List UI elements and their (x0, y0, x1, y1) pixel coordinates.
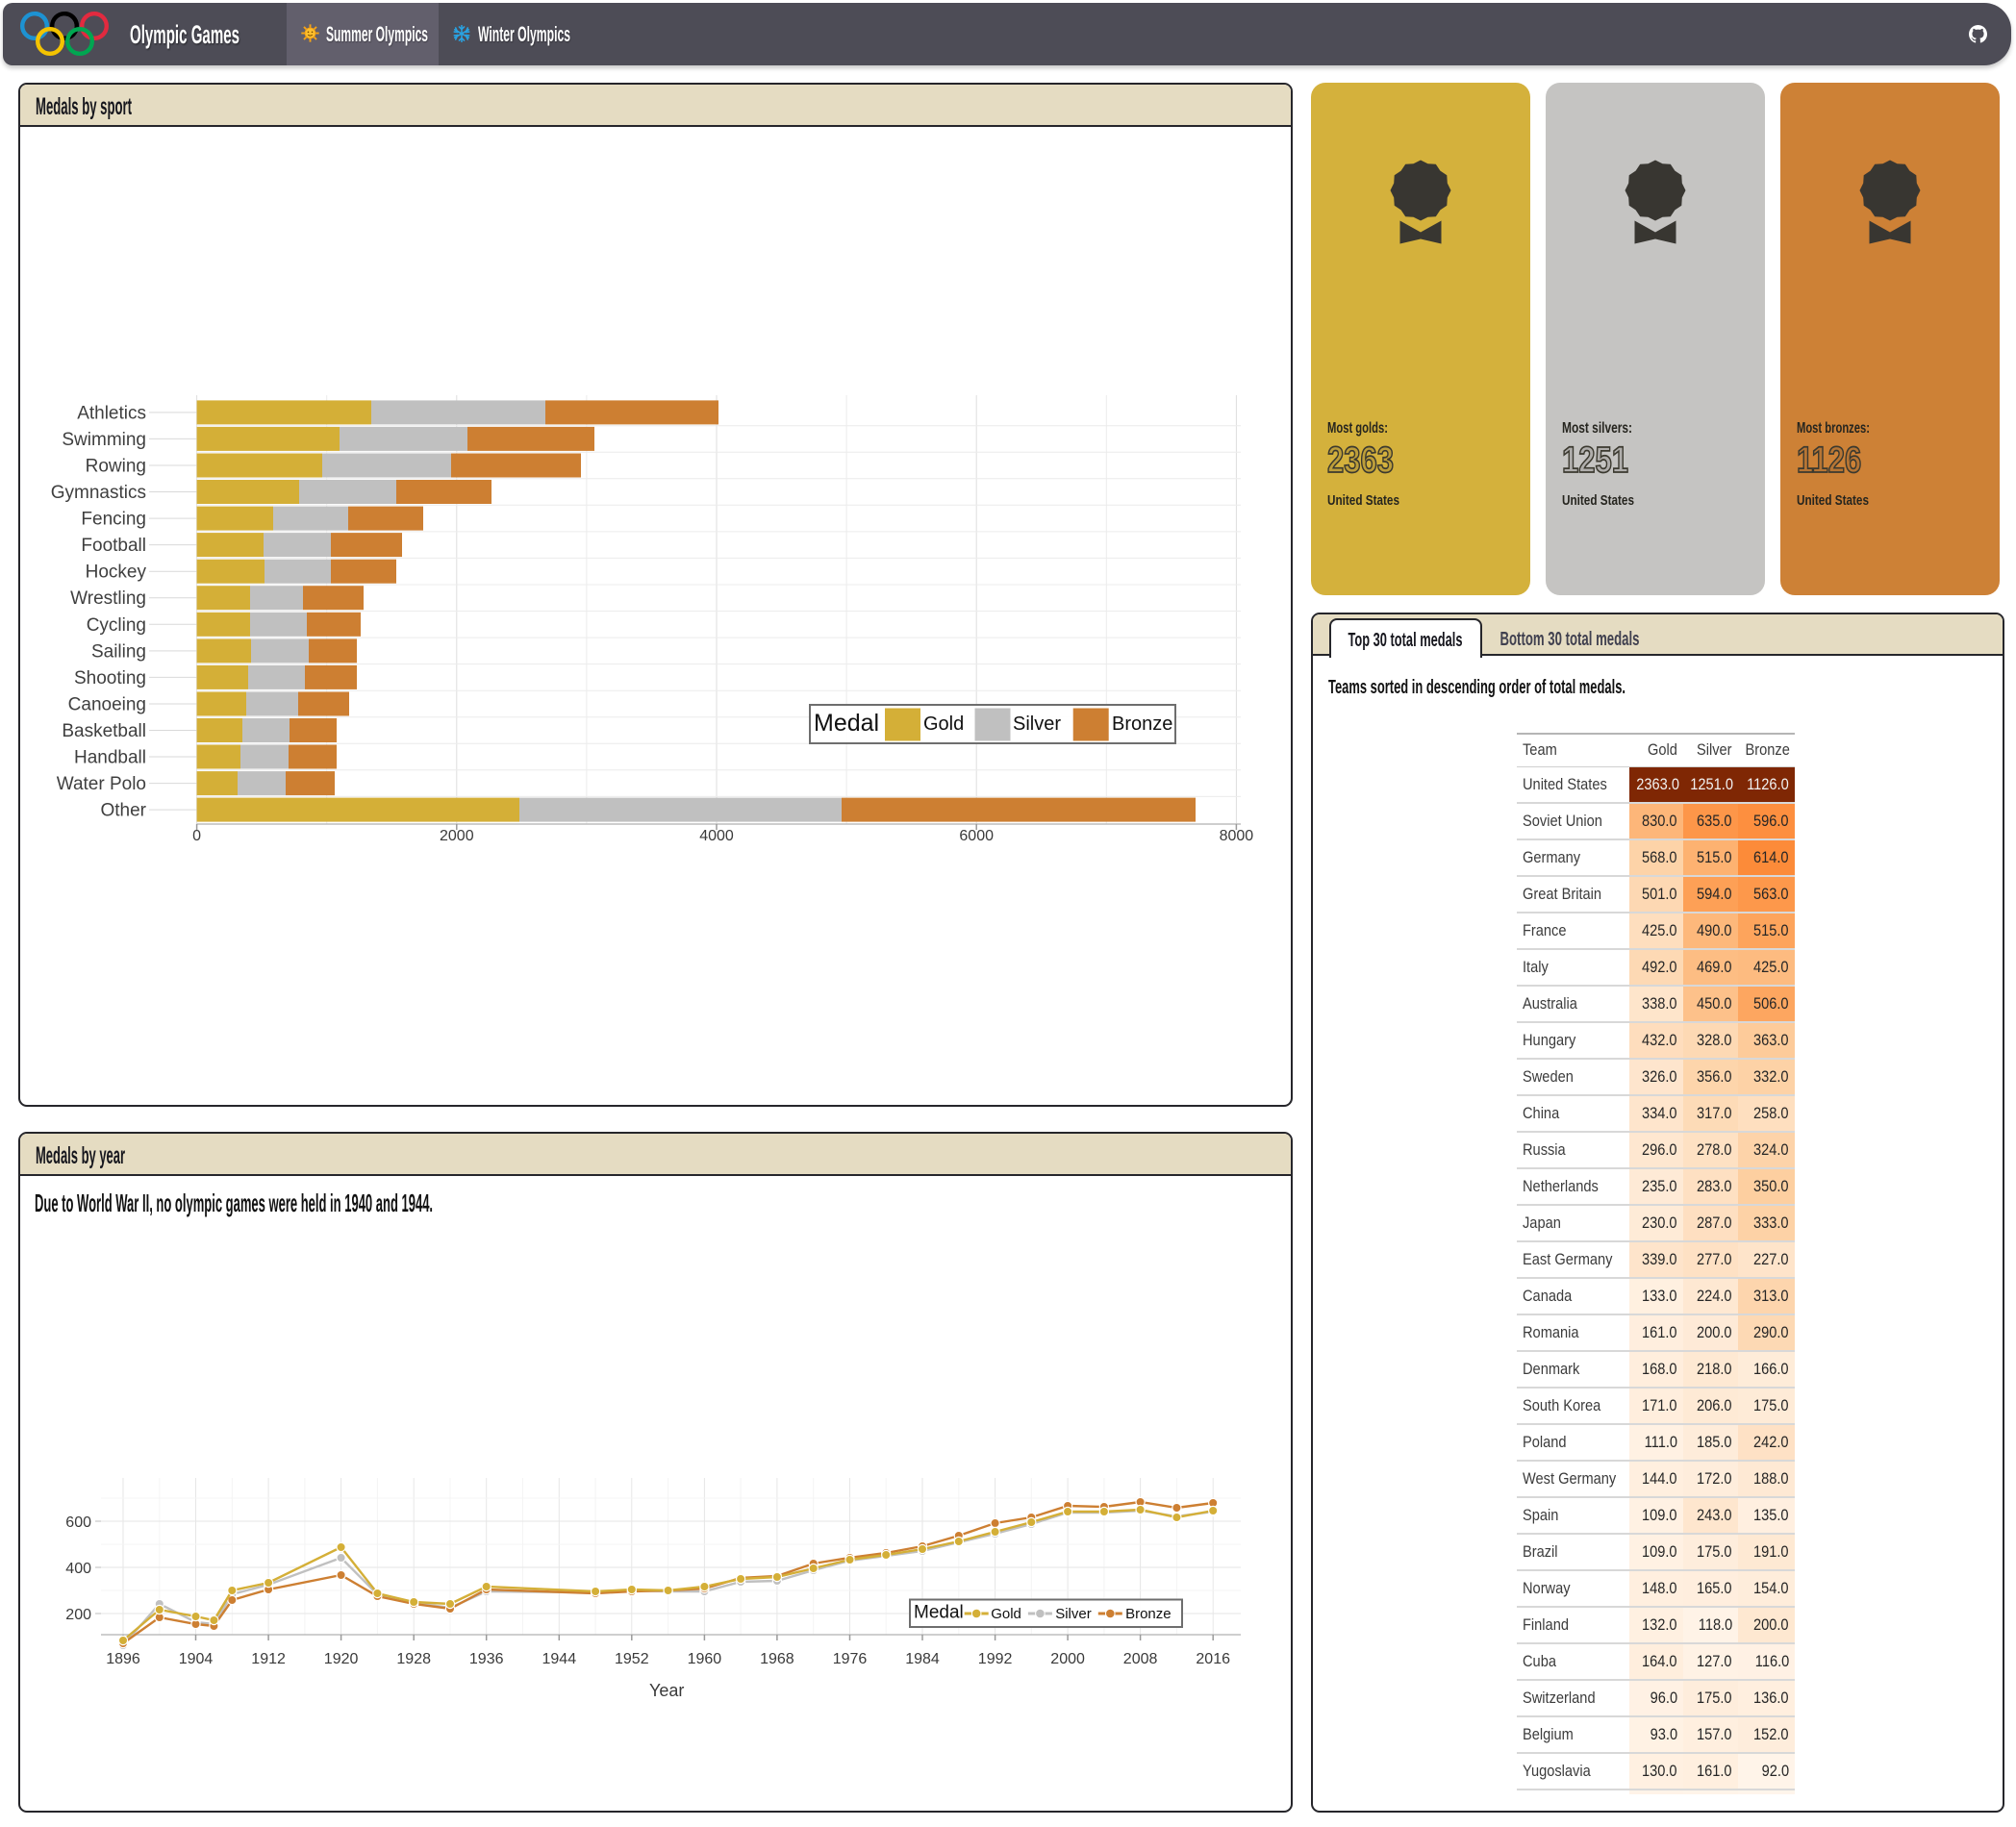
svg-text:1960: 1960 (688, 1651, 722, 1667)
svg-text:0: 0 (192, 828, 201, 844)
svg-text:4000: 4000 (699, 828, 734, 844)
svg-text:Football: Football (81, 536, 146, 556)
svg-text:1896: 1896 (106, 1651, 140, 1667)
svg-text:8000: 8000 (1220, 828, 1254, 844)
svg-text:200: 200 (65, 1607, 91, 1623)
svg-text:Fencing: Fencing (81, 510, 146, 530)
svg-text:Bronze: Bronze (1112, 713, 1172, 735)
svg-text:Canoeing: Canoeing (68, 695, 146, 715)
svg-text:Wrestling: Wrestling (70, 588, 146, 609)
svg-text:1984: 1984 (905, 1651, 940, 1667)
svg-text:1912: 1912 (251, 1651, 286, 1667)
svg-text:Shooting: Shooting (74, 668, 146, 688)
svg-text:600: 600 (65, 1514, 91, 1531)
svg-text:Athletics: Athletics (77, 403, 146, 423)
svg-text:2000: 2000 (1050, 1651, 1085, 1667)
svg-text:Swimming: Swimming (62, 430, 146, 450)
svg-text:2016: 2016 (1196, 1651, 1230, 1667)
svg-text:400: 400 (65, 1561, 91, 1577)
svg-text:1976: 1976 (833, 1651, 868, 1667)
svg-text:Rowing: Rowing (86, 457, 146, 477)
svg-text:1904: 1904 (179, 1651, 214, 1667)
svg-text:Basketball: Basketball (62, 721, 146, 741)
svg-text:Gymnastics: Gymnastics (51, 483, 146, 503)
svg-text:Handball: Handball (74, 748, 146, 768)
svg-text:Gold: Gold (923, 713, 964, 735)
svg-text:Silver: Silver (1013, 713, 1061, 735)
svg-text:1928: 1928 (396, 1651, 431, 1667)
svg-text:Silver: Silver (1055, 1606, 1092, 1622)
svg-text:Other: Other (100, 801, 146, 821)
svg-text:Medal: Medal (914, 1603, 964, 1623)
svg-text:Medal: Medal (814, 710, 879, 737)
svg-text:1920: 1920 (324, 1651, 359, 1667)
svg-text:Sailing: Sailing (91, 641, 146, 662)
svg-text:1968: 1968 (760, 1651, 794, 1667)
svg-text:2000: 2000 (440, 828, 474, 844)
svg-text:Gold: Gold (991, 1606, 1021, 1622)
svg-text:Hockey: Hockey (86, 563, 147, 583)
svg-text:Bronze: Bronze (1125, 1606, 1172, 1622)
svg-text:1944: 1944 (542, 1651, 577, 1667)
svg-text:2008: 2008 (1123, 1651, 1158, 1667)
svg-text:1992: 1992 (978, 1651, 1013, 1667)
svg-text:Water Polo: Water Polo (57, 774, 146, 794)
svg-text:1952: 1952 (615, 1651, 649, 1667)
svg-text:Cycling: Cycling (87, 615, 146, 636)
svg-text:6000: 6000 (959, 828, 994, 844)
svg-text:1936: 1936 (469, 1651, 504, 1667)
svg-text:Year: Year (649, 1681, 684, 1700)
